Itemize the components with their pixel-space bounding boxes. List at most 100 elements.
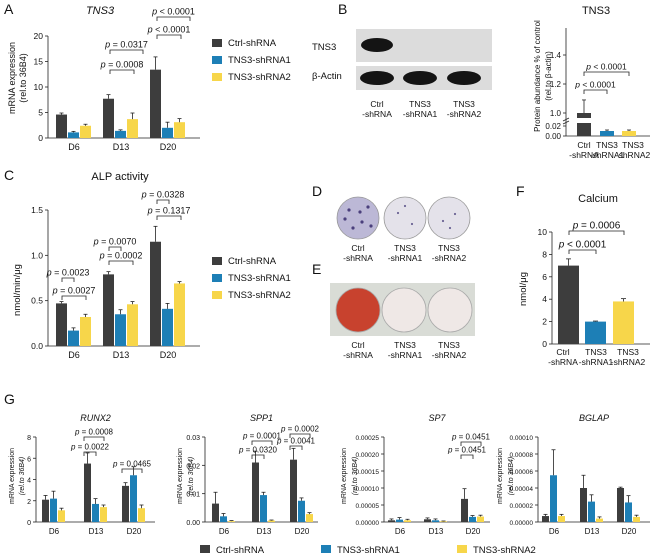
panel-g-runx2-ytick-label: 6 bbox=[27, 456, 31, 463]
panel-g-bglap-ytick-label: 0.00010 bbox=[510, 435, 534, 442]
panel-g-sp7-p2-bracket bbox=[460, 454, 474, 459]
panel-a-xtick-label: D20 bbox=[160, 142, 177, 152]
panel-a-xtick-label: D13 bbox=[113, 142, 130, 152]
panel-a-bar bbox=[127, 119, 138, 138]
panel-letter-G: G bbox=[4, 391, 15, 407]
panel-b-xtick-label: -shRNA1 bbox=[590, 150, 625, 160]
panel-g-spp1-bar bbox=[252, 462, 259, 522]
panel-b-ytick-label: 1.4 bbox=[550, 51, 562, 60]
plate-label-e: TNS3 bbox=[394, 340, 416, 350]
panel-g-spp1-bar bbox=[290, 459, 297, 522]
panel-a-ylabel: mRNA expression bbox=[7, 42, 17, 114]
panel-g-bglap-title: BGLAP bbox=[579, 413, 609, 423]
panel-f-xtick-label: -shRNA1 bbox=[579, 357, 614, 367]
bottom-legend-entry: Ctrl-shRNA bbox=[216, 545, 265, 556]
legend-a-entry: Ctrl-shRNA bbox=[228, 38, 277, 49]
panel-g-sp7-title: SP7 bbox=[428, 413, 446, 423]
alizarin-well-0 bbox=[335, 287, 381, 333]
legend-a-swatch bbox=[212, 73, 222, 81]
panel-g-spp1-p3-label: p = 0.0002 bbox=[280, 425, 320, 434]
panel-f-ytick-label: 0 bbox=[542, 339, 547, 349]
plate-label-d: TNS3 bbox=[394, 243, 416, 253]
panel-c-p5-label: p = 0.1317 bbox=[147, 206, 191, 216]
panel-a-bar bbox=[80, 125, 91, 138]
panel-g-runx2-bar bbox=[122, 485, 129, 522]
alp-stain-dot bbox=[448, 226, 452, 230]
panel-b-bar bbox=[622, 131, 636, 136]
panel-g-bglap-xtick-label: D6 bbox=[549, 527, 560, 536]
panel-g-runx2-bar bbox=[92, 503, 99, 522]
panel-letter-D: D bbox=[312, 183, 322, 199]
blot-band-actin-1 bbox=[403, 71, 437, 85]
plate-label-d: -shRNA1 bbox=[388, 253, 423, 263]
panel-f-ytick-label: 2 bbox=[542, 317, 547, 327]
panel-letter-A: A bbox=[4, 1, 14, 17]
panel-g-spp1-bar bbox=[228, 521, 235, 522]
panel-b-p1-bracket bbox=[583, 89, 608, 94]
panel-f-ytick-label: 8 bbox=[542, 249, 547, 259]
alp-stain-dot bbox=[366, 205, 370, 209]
panel-a-p4-label: p < 0.0001 bbox=[151, 7, 195, 17]
panel-g-spp1-p2-label: p = 0.0320 bbox=[238, 446, 278, 455]
panel-a-p3-bracket bbox=[156, 34, 182, 39]
panel-c-xtick-label: D6 bbox=[68, 350, 80, 360]
panel-g-sp7-bar bbox=[388, 520, 395, 522]
panel-g-sp7-bar bbox=[424, 519, 431, 522]
panel-a-p2-label: p = 0.0317 bbox=[104, 40, 148, 50]
panel-b-ytick-label: 0.02 bbox=[545, 122, 561, 131]
panel-a-bar bbox=[103, 98, 114, 138]
panel-a-p4-bracket bbox=[156, 16, 191, 21]
legend-a-entry: TNS3-shRNA1 bbox=[228, 55, 291, 66]
panel-c-p4-label: p = 0.0070 bbox=[93, 237, 137, 247]
panel-f-ytick-label: 6 bbox=[542, 272, 547, 282]
panel-g-spp1-p3-bracket bbox=[289, 433, 311, 438]
alp-stain-dot bbox=[351, 226, 355, 230]
panel-g-sp7-xtick-label: D6 bbox=[395, 527, 406, 536]
panel-c-bar bbox=[68, 330, 79, 346]
panel-g-sp7-ytick-label: 0.00010 bbox=[356, 486, 380, 493]
panel-b-ylabel: Protein abundance % of control bbox=[533, 20, 542, 132]
panel-g-bglap-ytick-label: 0.00006 bbox=[510, 469, 534, 476]
panel-g-sp7-bar bbox=[432, 520, 439, 522]
alp-stain-dot bbox=[347, 208, 351, 212]
panel-g-sp7-p1-bracket bbox=[460, 441, 482, 446]
panel-g-sp7-p2-label: p = 0.0451 bbox=[447, 446, 487, 455]
panel-a-ytick-label: 5 bbox=[38, 108, 43, 118]
panel-f-title: Calcium bbox=[578, 193, 618, 205]
panel-c-p3-bracket bbox=[108, 260, 134, 265]
panel-c-bar bbox=[115, 314, 126, 346]
panel-f-ytick-label: 4 bbox=[542, 294, 547, 304]
panel-b-bar-break bbox=[577, 118, 591, 123]
panel-a-p3-label: p < 0.0001 bbox=[147, 25, 191, 35]
alp-plate-0 bbox=[336, 196, 380, 240]
panel-f-bar bbox=[613, 301, 634, 344]
alp-stain-dot bbox=[343, 217, 347, 221]
panel-g-runx2-p2-label: p = 0.0022 bbox=[70, 443, 110, 452]
panel-f-ylabel: nmol/μg bbox=[518, 272, 529, 306]
panel-f-p2-bracket bbox=[568, 249, 597, 254]
panel-c-bar bbox=[103, 274, 114, 346]
panel-g-bglap-ylabel-2: (rel.to 36B4) bbox=[508, 457, 515, 496]
panel-g-runx2-p1-label: p = 0.0008 bbox=[74, 428, 114, 437]
panel-g-bglap-bar bbox=[542, 516, 549, 522]
panel-g-sp7-ytick-label: 0.00005 bbox=[356, 503, 380, 510]
blot-lane-label: TNS3 bbox=[453, 99, 475, 109]
panel-g-spp1-p1-bracket bbox=[251, 440, 273, 445]
panel-a-xtick-label: D6 bbox=[68, 142, 80, 152]
panel-c-title: ALP activity bbox=[91, 171, 149, 183]
panel-c-p1-label: p = 0.0027 bbox=[52, 286, 96, 296]
panel-b-xtick-label: -shRNA2 bbox=[616, 150, 651, 160]
alp-stain-dot bbox=[403, 204, 407, 208]
panel-b-ytick-label: 1.0 bbox=[550, 109, 562, 118]
panel-b-title: TNS3 bbox=[582, 5, 610, 17]
panel-g-bglap-ytick-label: 0.00000 bbox=[510, 520, 534, 527]
panel-g-runx2-bar bbox=[42, 499, 49, 522]
panel-a-p2-bracket bbox=[109, 49, 144, 54]
plate-label-e: -shRNA1 bbox=[388, 350, 423, 360]
alp-stain-dot bbox=[369, 224, 373, 228]
panel-c-ytick-label: 0.0 bbox=[31, 341, 43, 351]
panel-b-ytick-label: 0.00 bbox=[545, 132, 561, 141]
panel-g-bglap-ytick-label: 0.00004 bbox=[510, 486, 534, 493]
panel-c-p5-bracket bbox=[156, 215, 182, 220]
panel-c-ytick-label: 1.0 bbox=[31, 250, 43, 260]
